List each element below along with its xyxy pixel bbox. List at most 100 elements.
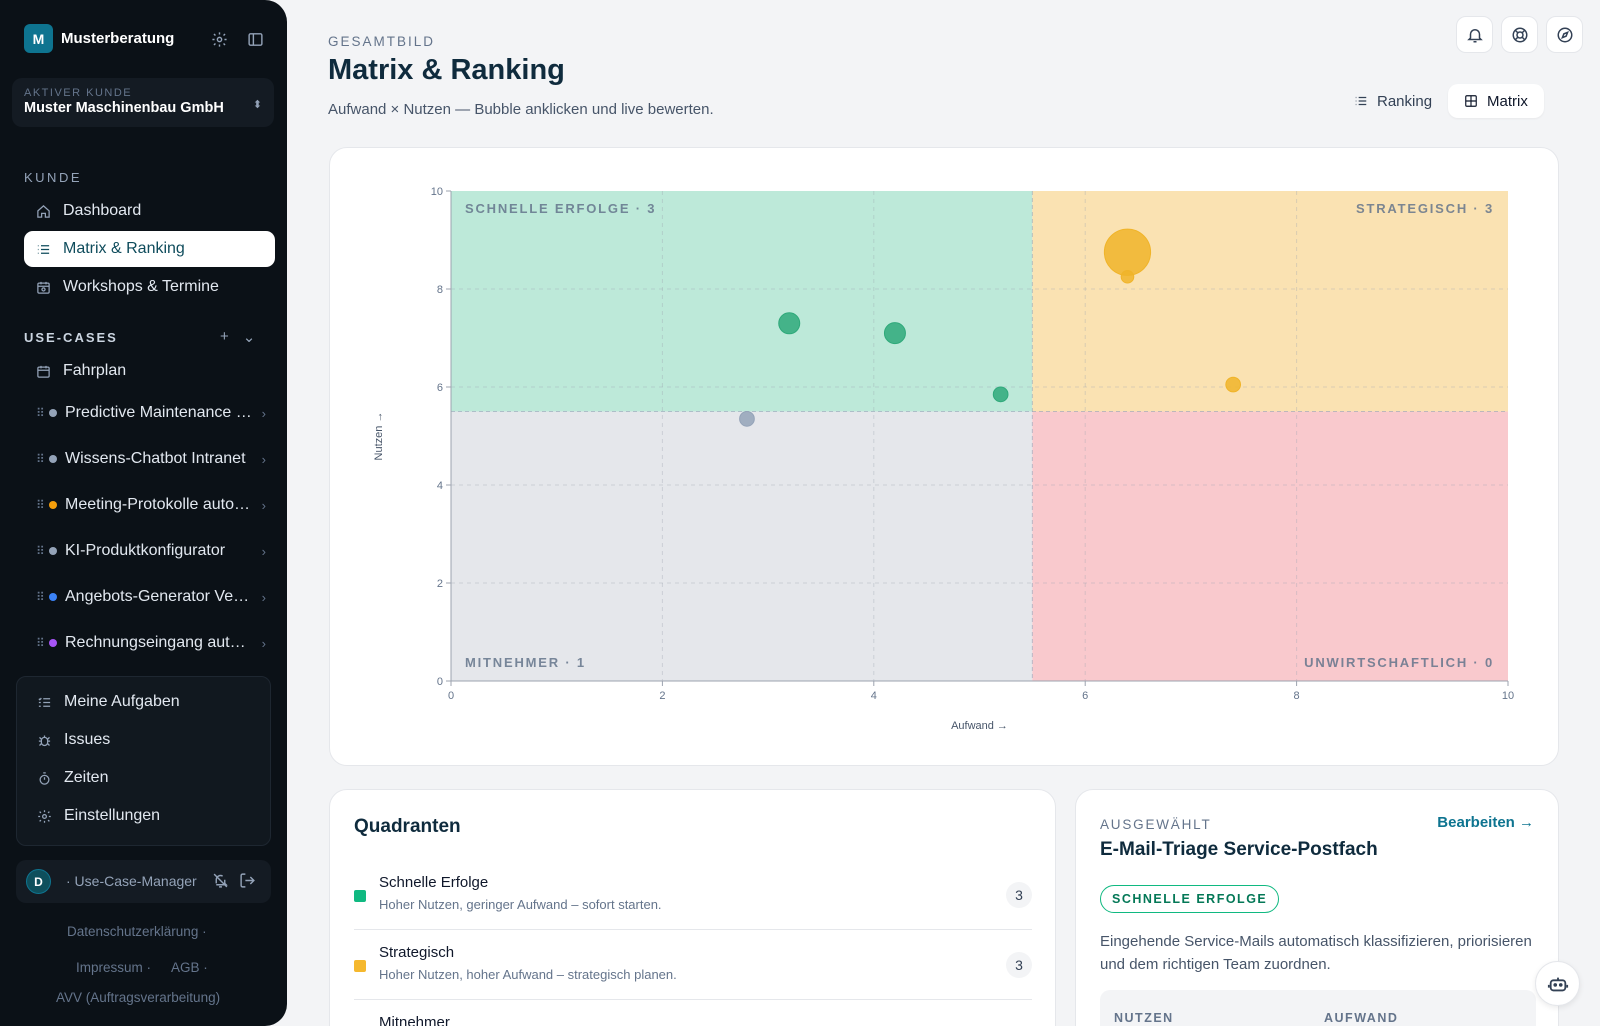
- client-switcher[interactable]: AKTIVER KUNDE Muster Maschinenbau GmbH ⬍: [12, 78, 274, 127]
- page-title: Matrix & Ranking: [328, 54, 565, 86]
- logout-icon[interactable]: [239, 872, 256, 889]
- view-matrix-button[interactable]: Matrix: [1448, 84, 1544, 118]
- collapse-chevron-icon[interactable]: ⌄: [242, 329, 256, 346]
- drag-handle-icon[interactable]: ⠿: [36, 406, 45, 420]
- usecase-item[interactable]: ⠿ Meeting-Protokolle automatisieren ›: [36, 487, 266, 523]
- chevron-right-icon: ›: [261, 589, 266, 605]
- drag-handle-icon[interactable]: ⠿: [36, 544, 45, 558]
- quadrant-label-top-right: STRATEGISCH · 3: [1356, 201, 1494, 216]
- assistant-bot-button[interactable]: [1535, 961, 1580, 1006]
- use-case-bubble[interactable]: [1120, 269, 1135, 284]
- selected-usecase-card: AUSGEWÄHLT Bearbeiten → E-Mail-Triage Se…: [1075, 789, 1559, 1026]
- brand-name: Musterberatung: [61, 30, 175, 47]
- nav-label: Einstellungen: [64, 807, 161, 824]
- usecase-item[interactable]: ⠿ KI-Produktkonfigurator ›: [36, 533, 266, 569]
- terms-link[interactable]: AGB ·: [171, 960, 208, 975]
- user-box: D · Use-Case-Manager: [16, 860, 271, 903]
- avv-link[interactable]: AVV (Auftragsverarbeitung): [56, 990, 221, 1005]
- privacy-link[interactable]: Datenschutzerklärung ·: [67, 924, 207, 939]
- usecase-item[interactable]: ⠿ Predictive Maintenance Maschinenpark ›: [36, 395, 266, 431]
- use-case-bubble[interactable]: [1103, 228, 1152, 276]
- tasks-icon: [37, 695, 52, 710]
- y-axis-label: Nutzen →: [373, 412, 385, 461]
- home-icon: [36, 204, 51, 219]
- imprint-link[interactable]: Impressum ·: [76, 960, 152, 975]
- nav-label: Matrix & Ranking: [63, 240, 185, 257]
- drag-handle-icon[interactable]: ⠿: [36, 452, 45, 466]
- usecase-label: KI-Produktkonfigurator: [65, 542, 226, 559]
- usecase-item[interactable]: ⠿ Rechnungseingang automatisieren ›: [36, 625, 266, 661]
- quadrant-label-bottom-left: MITNEHMER · 1: [465, 655, 586, 670]
- use-case-bubble[interactable]: [778, 312, 801, 335]
- x-tick-label: 6: [1082, 690, 1088, 702]
- drag-handle-icon[interactable]: ⠿: [36, 590, 45, 604]
- nav-einstellungen[interactable]: Einstellungen: [37, 807, 160, 825]
- drag-handle-icon[interactable]: ⠿: [36, 498, 45, 512]
- quadrants-title: Quadranten: [354, 816, 461, 837]
- usecase-label: Wissens-Chatbot Intranet: [65, 450, 246, 467]
- chevron-right-icon: ›: [261, 405, 266, 421]
- quadrant-name: Strategisch: [379, 944, 455, 961]
- chevron-right-icon: ›: [261, 497, 266, 513]
- status-dot: [49, 409, 57, 417]
- status-dot: [49, 455, 57, 463]
- status-dot: [49, 547, 57, 555]
- add-usecase-icon[interactable]: +: [220, 328, 229, 345]
- brand-logo: M: [24, 24, 53, 53]
- nav-meine-aufgaben[interactable]: Meine Aufgaben: [37, 693, 180, 711]
- status-dot: [49, 593, 57, 601]
- nav-workshops[interactable]: Workshops & Termine: [24, 269, 275, 305]
- x-tick-label: 8: [1294, 690, 1300, 702]
- quadrant-badge: SCHNELLE ERFOLGE: [1100, 885, 1280, 913]
- settings-gear-icon[interactable]: [208, 28, 230, 50]
- divider: [354, 999, 1032, 1000]
- usecase-item[interactable]: ⠿ Angebots-Generator Vertrieb ›: [36, 579, 266, 615]
- quadrant-row[interactable]: Strategisch Hoher Nutzen, hoher Aufwand …: [354, 940, 1032, 1006]
- selected-description: Eingehende Service-Mails automatisch kla…: [1100, 933, 1532, 973]
- metric-aufwand-label: AUFWAND: [1324, 1011, 1399, 1025]
- status-dot: [49, 639, 57, 647]
- y-tick-label: 6: [437, 382, 443, 394]
- brand[interactable]: M Musterberatung: [24, 24, 174, 53]
- nav-dashboard[interactable]: Dashboard: [24, 193, 275, 229]
- calendar-icon: [36, 364, 51, 379]
- compass-icon[interactable]: [1546, 16, 1583, 53]
- x-tick-label: 2: [659, 690, 665, 702]
- nav-issues[interactable]: Issues: [37, 731, 110, 749]
- timer-icon: [37, 771, 52, 786]
- use-case-bubble[interactable]: [883, 322, 906, 345]
- quadrant-row[interactable]: Schnelle Erfolge Hoher Nutzen, geringer …: [354, 870, 1032, 936]
- brand-actions: [208, 28, 266, 50]
- help-lifebuoy-icon[interactable]: [1501, 16, 1538, 53]
- x-tick-label: 4: [871, 690, 877, 702]
- x-tick-label: 0: [448, 690, 454, 702]
- usecase-item[interactable]: ⠿ Wissens-Chatbot Intranet ›: [36, 441, 266, 477]
- bug-icon: [37, 733, 52, 748]
- selected-eyebrow: AUSGEWÄHLT: [1100, 817, 1212, 832]
- edit-link[interactable]: Bearbeiten →: [1437, 814, 1534, 831]
- view-toggle: Ranking Matrix: [1338, 84, 1544, 118]
- bottom-nav: Meine Aufgaben Issues Zeiten Einstellung…: [16, 676, 271, 846]
- use-case-bubble[interactable]: [1225, 376, 1242, 393]
- bell-off-icon[interactable]: [212, 872, 229, 889]
- sidebar-toggle-icon[interactable]: [244, 28, 266, 50]
- drag-handle-icon[interactable]: ⠿: [36, 636, 45, 650]
- nav-label: Dashboard: [63, 202, 142, 219]
- nav-matrix-ranking[interactable]: Matrix & Ranking: [24, 231, 275, 267]
- sidebar: M Musterberatung AKTIVER KUNDE Muster Ma…: [0, 0, 287, 1026]
- chevron-right-icon: ›: [261, 451, 266, 467]
- user-actions: [212, 872, 256, 889]
- use-case-bubble[interactable]: [739, 411, 755, 427]
- nav-fahrplan[interactable]: Fahrplan: [24, 353, 275, 389]
- y-tick-label: 0: [437, 676, 443, 688]
- quadrant-row[interactable]: Mitnehmer: [354, 1010, 1032, 1026]
- y-tick-label: 4: [437, 480, 443, 492]
- avatar[interactable]: D: [26, 869, 51, 894]
- matrix-chart-card: 0 2 4 6 8 10 0 2 4 6 8 10 Aufwand → Nutzen → SCHNELLE …: [329, 147, 1559, 766]
- view-ranking-button[interactable]: Ranking: [1338, 84, 1448, 118]
- bell-icon[interactable]: [1456, 16, 1493, 53]
- use-case-bubble[interactable]: [992, 386, 1009, 403]
- x-tick-label: 10: [1502, 690, 1514, 702]
- nav-zeiten[interactable]: Zeiten: [37, 769, 108, 787]
- status-dot: [49, 501, 57, 509]
